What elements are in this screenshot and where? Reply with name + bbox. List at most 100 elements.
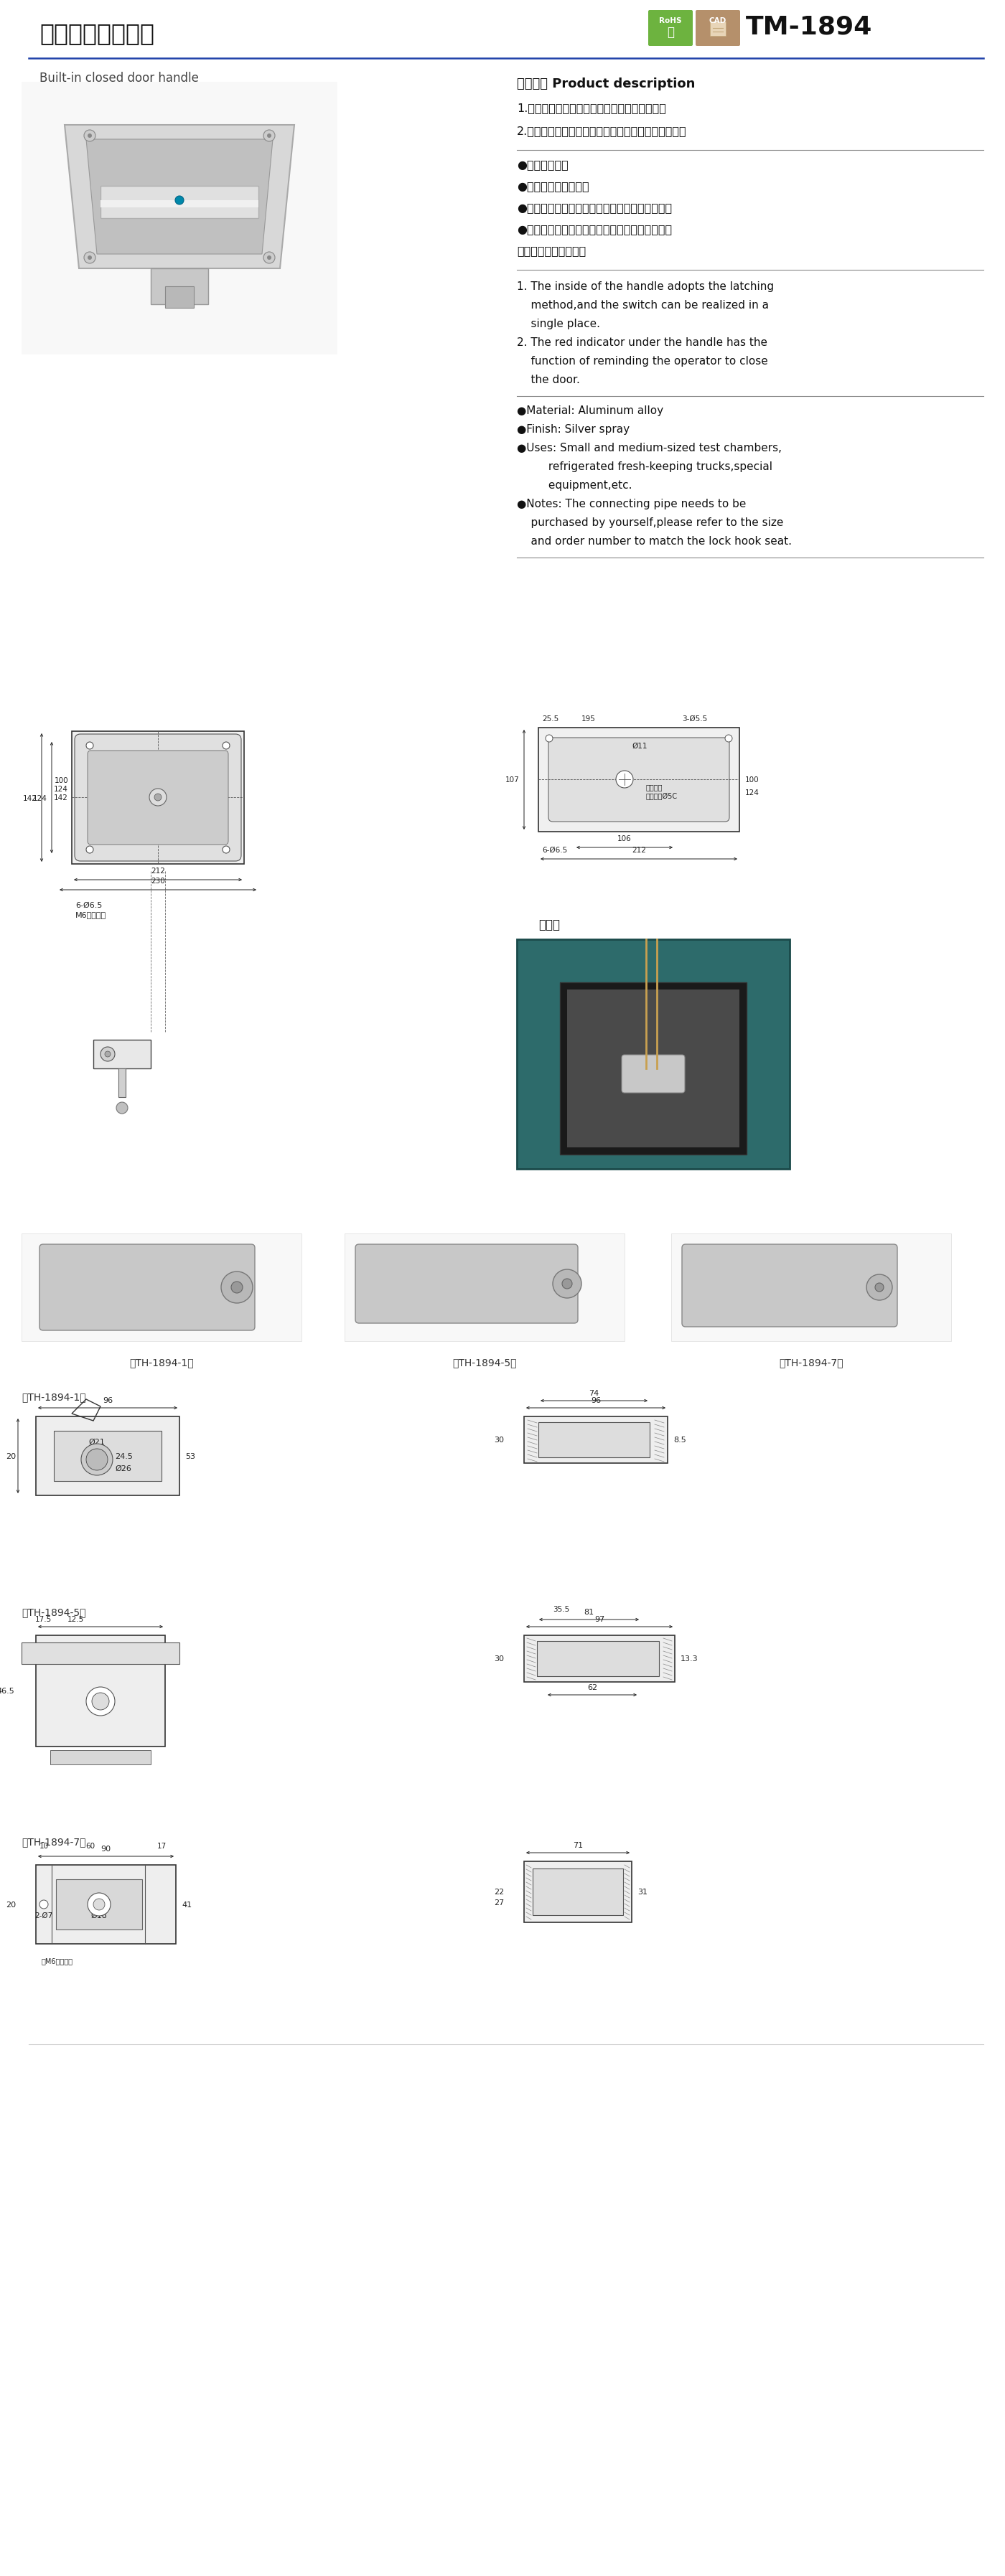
Bar [93,1041,151,1069]
Text: 〔TH-1894-1〕: 〔TH-1894-1〕 [21,1391,85,1401]
Text: 30: 30 [493,1654,504,1662]
Text: 2-Ø7: 2-Ø7 [35,1911,53,1919]
Bar [50,1749,151,1765]
Text: 13.3: 13.3 [680,1654,698,1662]
Text: Ø11: Ø11 [632,742,647,750]
Circle shape [263,131,275,142]
Text: ●備註：連接管需自行購買，鎖鉤座請參考尺寸和: ●備註：連接管需自行購買，鎖鉤座請參考尺寸和 [517,224,672,234]
Circle shape [84,252,95,263]
Text: and order number to match the lock hook seat.: and order number to match the lock hook … [517,536,792,546]
Circle shape [221,1273,252,1303]
Text: refrigerated fresh-keeping trucks,special: refrigerated fresh-keeping trucks,specia… [517,461,773,471]
Text: 12.5: 12.5 [67,1615,83,1623]
Text: 〔TH-1894-7〕: 〔TH-1894-7〕 [21,1837,85,1847]
Text: ●Uses: Small and medium-sized test chambers,: ●Uses: Small and medium-sized test chamb… [517,443,782,453]
Text: 96: 96 [591,1396,601,1404]
Bar [539,729,740,832]
Bar [567,989,740,1149]
Bar [524,1417,667,1463]
Circle shape [875,1283,883,1293]
FancyBboxPatch shape [356,1244,578,1324]
Bar [36,1417,180,1497]
Text: 142: 142 [54,793,68,801]
Text: ●材質：鋁合金: ●材質：鋁合金 [517,160,569,170]
Circle shape [150,788,167,806]
Bar [100,185,258,219]
Bar [54,1432,162,1481]
Text: Ø18: Ø18 [90,1911,108,1919]
Bar [524,1636,674,1682]
Circle shape [553,1270,582,1298]
Text: 124: 124 [745,788,760,796]
Text: Ø21: Ø21 [88,1437,106,1445]
Circle shape [267,255,271,260]
Text: Ø19: Ø19 [92,1705,109,1713]
Text: CAD: CAD [710,18,727,23]
Bar [345,1234,624,1342]
Text: function of reminding the operator to close: function of reminding the operator to cl… [517,355,768,366]
Text: ●表面處理：銀色噴塗: ●表面處理：銀色噴塗 [517,180,589,191]
FancyBboxPatch shape [549,739,730,822]
Text: 100: 100 [54,778,68,783]
Text: 27: 27 [493,1899,504,1906]
Bar [539,1422,649,1458]
Text: 230: 230 [151,878,165,884]
Text: the door.: the door. [517,374,580,386]
Circle shape [39,1901,48,1909]
Text: M6平頭螺釘: M6平頭螺釘 [75,912,107,917]
FancyBboxPatch shape [648,10,692,46]
Polygon shape [64,126,294,268]
Circle shape [222,742,230,750]
Circle shape [100,1048,115,1061]
Bar [100,201,258,209]
Text: 內走位器: 內走位器 [646,783,663,791]
Text: 212: 212 [151,868,165,873]
Text: 25.5: 25.5 [542,716,559,721]
Circle shape [546,734,553,742]
Text: 41: 41 [182,1901,192,1909]
Text: 8.5: 8.5 [673,1437,686,1443]
Text: 1. The inside of the handle adopts the latching: 1. The inside of the handle adopts the l… [517,281,774,291]
Text: 46.5: 46.5 [0,1687,14,1695]
Circle shape [86,1450,108,1471]
Text: 31: 31 [637,1888,647,1896]
Circle shape [86,848,93,853]
Bar [151,268,208,304]
Circle shape [87,255,91,260]
Text: ●用途：中小型試驗箱、冷藏保鮮車、特種設備等: ●用途：中小型試驗箱、冷藏保鮮車、特種設備等 [517,204,672,214]
FancyBboxPatch shape [682,1244,897,1327]
Text: equipment,etc.: equipment,etc. [517,479,632,489]
Text: 10: 10 [39,1842,48,1850]
Circle shape [725,734,733,742]
Text: 6-Ø6.5: 6-Ø6.5 [75,902,103,909]
Circle shape [81,1445,113,1476]
FancyBboxPatch shape [39,1244,255,1332]
Bar [119,1069,126,1097]
Text: 100: 100 [745,775,759,783]
Text: TM-1894: TM-1894 [746,15,872,39]
Text: 3-Ø5.5: 3-Ø5.5 [682,716,708,721]
Circle shape [105,1051,111,1056]
Text: 2. The red indicator under the handle has the: 2. The red indicator under the handle ha… [517,337,768,348]
Bar [56,1880,142,1929]
Text: 6-Ø6.5: 6-Ø6.5 [542,848,567,853]
Text: 〔TH-1894-5〕: 〔TH-1894-5〕 [452,1358,517,1368]
Bar [165,286,194,309]
Circle shape [87,134,91,139]
Text: 20: 20 [6,1453,16,1461]
Text: Ø26: Ø26 [115,1466,132,1471]
Text: 124: 124 [33,793,47,801]
Text: Built-in closed door handle: Built-in closed door handle [39,72,199,85]
Text: 🌿: 🌿 [667,26,674,39]
Circle shape [93,1899,105,1911]
Text: 22: 22 [493,1888,504,1896]
Circle shape [155,793,162,801]
Text: 124: 124 [54,786,68,793]
Text: 53: 53 [185,1453,195,1461]
Text: 17: 17 [157,1842,166,1850]
Text: 96: 96 [103,1396,113,1404]
Text: 81: 81 [584,1607,594,1615]
Text: 〔TH-1894-5〕: 〔TH-1894-5〕 [21,1607,85,1618]
FancyBboxPatch shape [622,1056,684,1092]
Bar [524,1862,632,1922]
